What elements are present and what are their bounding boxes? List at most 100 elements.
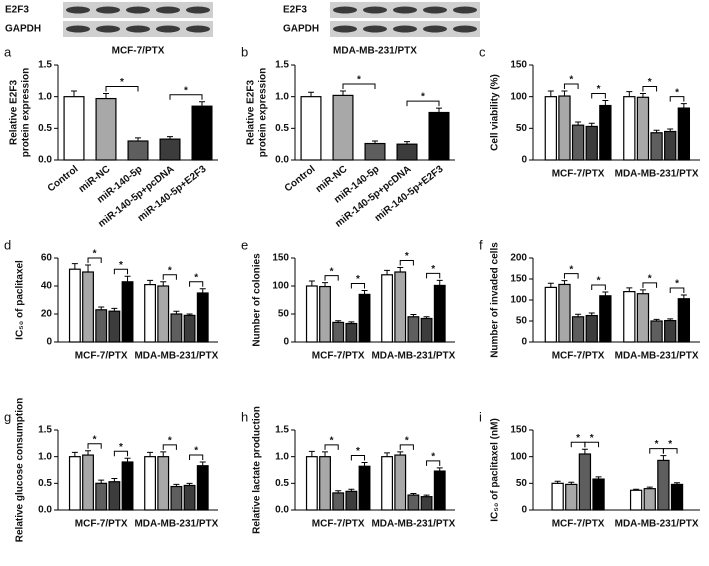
error-bar [667,318,674,321]
x-tick-label: MCF-7/PTX [552,519,605,530]
error-bar [602,291,609,296]
significance-bracket [169,94,203,100]
error-bar [680,103,687,109]
error-bar [404,141,410,145]
bar [345,322,358,343]
panel-letter: a [4,44,12,59]
bar [68,456,81,511]
significance-star: * [120,77,124,88]
error-bar [98,479,105,484]
significance-star: * [597,276,601,287]
y-tick-label: 100 [510,91,527,102]
y-tick-label: 50 [516,478,528,489]
error-bar [547,90,554,97]
blot-label: GAPDH [5,24,41,35]
significance-star: * [405,436,409,447]
x-tick-label: MCF-7/PTX [552,169,605,180]
bar [63,96,85,161]
error-bar [674,482,681,485]
panel-letter: e [241,237,248,252]
significance-bracket [642,86,658,92]
bar [433,470,446,511]
significance-star: * [356,446,360,457]
bar [558,95,571,161]
significance-bracket [189,281,204,287]
error-bar [595,476,602,480]
significance-bracket [350,455,366,461]
significance-star: * [184,85,188,96]
significance-star: * [648,274,652,285]
error-bar [660,455,667,461]
bar [108,310,121,343]
significance-bracket [426,460,441,466]
y-tick-label: 150 [510,274,527,285]
bar [650,132,663,161]
x-tick-label: MCF-7/PTX [312,351,365,362]
significance-star: * [675,87,679,98]
error-bar [639,289,646,294]
significance-star: * [194,272,198,283]
bar [433,284,446,343]
y-tick-label: 150 [272,253,289,264]
error-bar [160,281,167,286]
y-tick-label: 0.0 [38,505,52,516]
bar [358,465,371,511]
blot-label: E2F3 [283,5,307,16]
significance-star: * [590,433,594,444]
error-bar [397,267,404,272]
bar [664,130,677,161]
error-bar [410,492,417,496]
error-bar [111,478,118,482]
bar [664,319,677,343]
significance-star: * [655,439,659,450]
y-tick-label: 0 [521,155,527,166]
y-axis-label: Number of colonies [252,253,263,347]
error-bar [71,451,78,457]
bar [599,104,612,161]
blot-band [186,6,210,14]
blot-label: E2F3 [5,5,29,16]
error-bar [348,488,355,492]
blot-band [66,25,90,33]
significance-star: * [576,433,580,444]
panel-letter: h [241,409,248,424]
panel-letter: i [479,409,482,424]
bar [428,111,450,161]
error-bar [322,282,329,287]
significance-star: * [93,434,97,445]
bar [544,96,557,161]
bar [629,489,643,511]
significance-star: * [194,446,198,457]
error-bar [423,494,430,497]
error-bar [322,451,329,457]
bar [183,314,196,343]
y-tick-label: 0.0 [275,505,289,516]
bar [420,317,433,343]
error-bar [147,279,154,285]
significance-bracket [324,444,339,450]
bar [358,293,371,343]
significance-star: * [569,264,573,275]
blot-band [96,6,120,14]
significance-bracket [350,282,366,289]
x-tick-label: MCF-7/PTX [312,519,365,530]
error-bar [335,490,342,493]
error-bar [147,451,154,457]
y-tick-label: 1.5 [38,425,52,436]
panel-letter: g [4,409,11,424]
y-tick-label: 100 [510,451,527,462]
error-bar [308,450,315,457]
error-bar [581,448,588,454]
y-axis-label: IC₅₀ of paclitaxel (nM) [490,418,501,522]
error-bar [308,280,315,286]
error-bar [588,122,595,127]
error-bar [348,321,355,324]
bar [407,494,420,511]
bar [677,107,691,161]
blot-band [126,25,150,33]
error-bar [436,279,443,286]
error-bar [85,450,92,456]
bar [364,142,386,161]
x-tick-label: MDA-MB-231/PTX [371,351,455,362]
